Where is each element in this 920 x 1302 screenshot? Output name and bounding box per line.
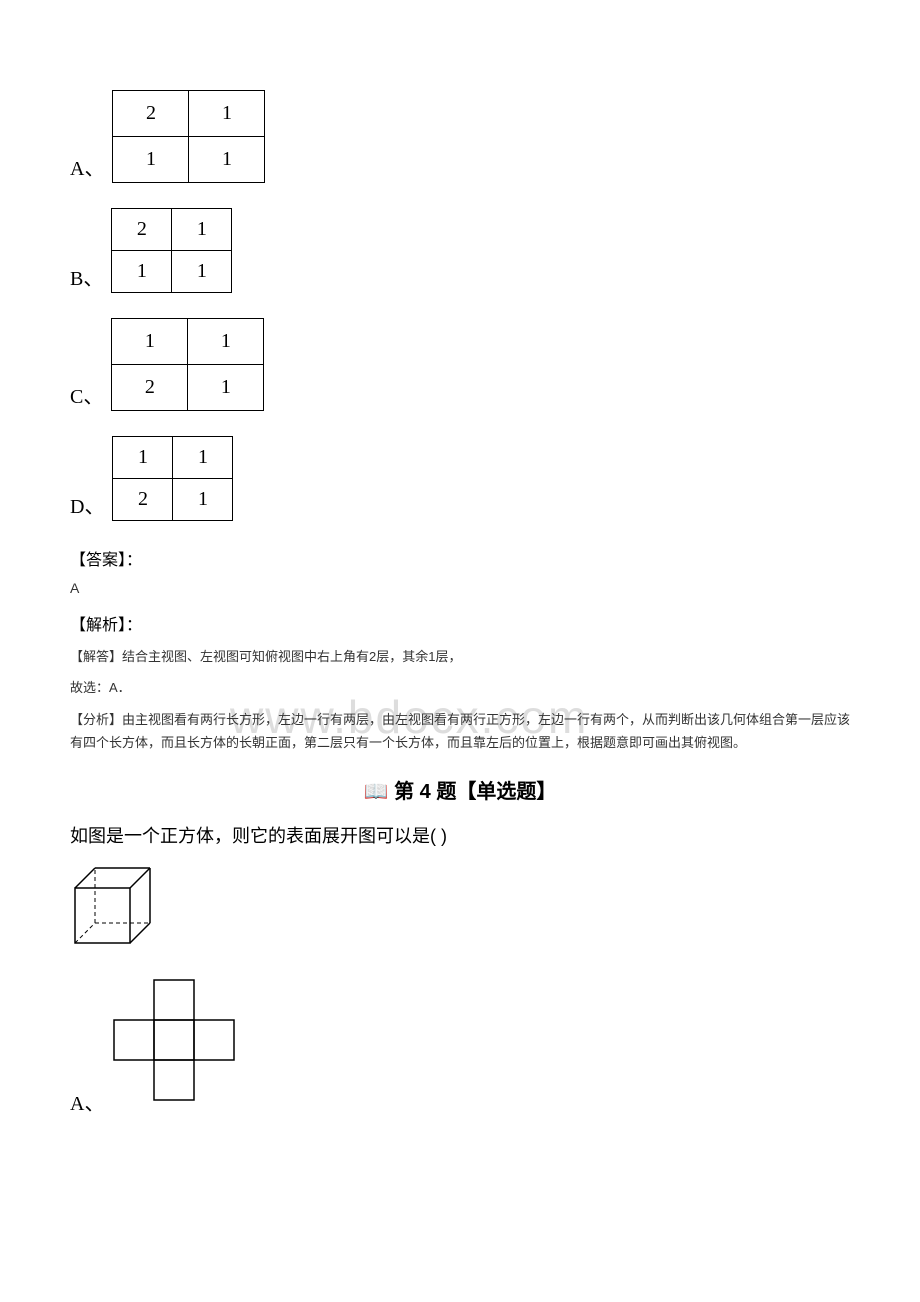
table-cell: 2 bbox=[113, 479, 173, 521]
option-a-net-row: A、 bbox=[70, 978, 850, 1118]
cube-diagram bbox=[70, 863, 850, 958]
table-cell: 1 bbox=[113, 137, 189, 183]
option-a-row: A、 2 1 1 1 bbox=[70, 90, 850, 183]
option-b-table: 2 1 1 1 bbox=[111, 208, 232, 293]
option-a-table: 2 1 1 1 bbox=[112, 90, 265, 183]
answer-value: A bbox=[70, 580, 850, 596]
analysis-line1: 【解答】结合主视图、左视图可知俯视图中右上角有2层，其余1层， bbox=[70, 645, 850, 668]
option-c-table: 1 1 2 1 bbox=[111, 318, 264, 411]
table-cell: 1 bbox=[188, 365, 264, 411]
analysis-label: 【解析】： bbox=[70, 611, 850, 635]
q4-option-a-label: A、 bbox=[70, 1087, 104, 1118]
table-cell: 2 bbox=[112, 365, 188, 411]
table-cell: 1 bbox=[172, 209, 232, 251]
analysis-line3: 【分析】由主视图看有两行长方形，左边一行有两层，由左视图看有两行正方形，左边一行… bbox=[70, 708, 850, 755]
option-d-table: 1 1 2 1 bbox=[112, 436, 233, 521]
table-cell: 1 bbox=[188, 319, 264, 365]
question4-header: 📖 第 4 题【单选题】 bbox=[70, 775, 850, 804]
option-d-label: D、 bbox=[70, 490, 104, 521]
table-cell: 1 bbox=[112, 319, 188, 365]
option-c-label: C、 bbox=[70, 380, 103, 411]
analysis-line2: 故选：A． bbox=[70, 676, 850, 699]
option-b-row: B、 2 1 1 1 bbox=[70, 208, 850, 293]
option-c-row: C、 1 1 2 1 bbox=[70, 318, 850, 411]
table-cell: 1 bbox=[173, 479, 233, 521]
table-cell: 1 bbox=[189, 137, 265, 183]
question4-text: 如图是一个正方体，则它的表面展开图可以是( ) bbox=[70, 822, 850, 848]
option-b-label: B、 bbox=[70, 262, 103, 293]
table-cell: 1 bbox=[189, 91, 265, 137]
table-cell: 1 bbox=[172, 251, 232, 293]
table-cell: 2 bbox=[112, 209, 172, 251]
net-diagram-a bbox=[112, 978, 242, 1113]
option-d-row: D、 1 1 2 1 bbox=[70, 436, 850, 521]
answer-label: 【答案】： bbox=[70, 546, 850, 570]
table-cell: 2 bbox=[113, 91, 189, 137]
table-cell: 1 bbox=[113, 437, 173, 479]
table-cell: 1 bbox=[173, 437, 233, 479]
option-a-label: A、 bbox=[70, 152, 104, 183]
table-cell: 1 bbox=[112, 251, 172, 293]
